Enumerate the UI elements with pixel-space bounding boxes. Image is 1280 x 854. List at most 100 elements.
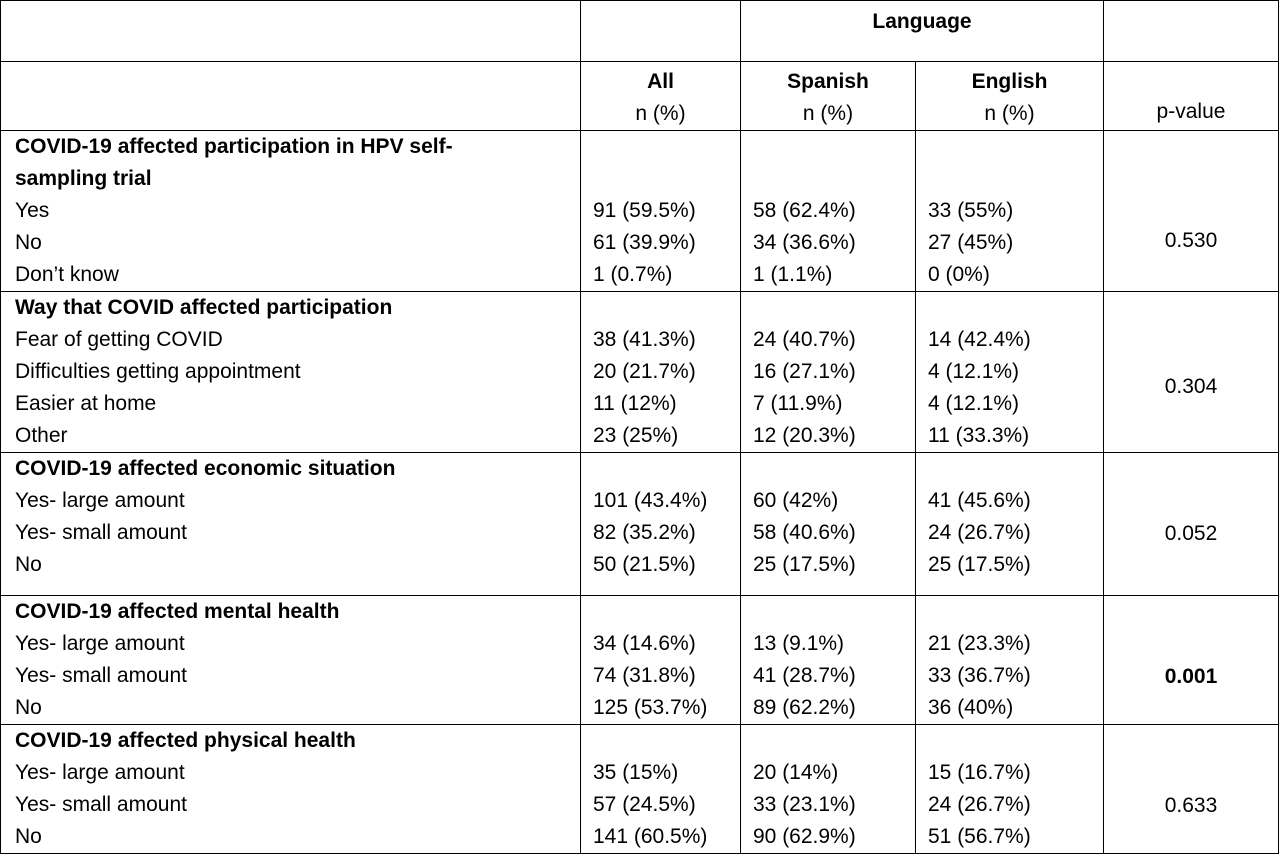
cell-value: 24 (26.7%)	[928, 793, 1031, 816]
all-values: 101 (43.4%) 82 (35.2%) 50 (21.5%)	[580, 452, 741, 596]
section-participation: COVID-19 affected participation in HPV s…	[0, 130, 1279, 292]
header-row-columns: All n (%) Spanish n (%) English n (%) p-…	[0, 61, 1279, 131]
cell-value: 51 (56.7%)	[928, 825, 1031, 848]
cell-value: 1 (0.7%)	[593, 263, 673, 286]
spanish-values: 60 (42%) 58 (40.6%) 25 (17.5%)	[740, 452, 916, 596]
cell-value: 141 (60.5%)	[593, 825, 708, 848]
pvalue: 0.633	[1164, 794, 1218, 817]
all-values: 35 (15%) 57 (24.5%) 141 (60.5%)	[580, 724, 741, 854]
section-way-affected: Way that COVID affected participation Fe…	[0, 291, 1279, 453]
cell-value: 12 (20.3%)	[753, 424, 856, 447]
cell-value: 11 (33.3%)	[928, 424, 1030, 447]
row-label: Yes- large amount	[15, 489, 185, 512]
spanish-values: 20 (14%) 33 (23.1%) 90 (62.9%)	[740, 724, 916, 854]
section-title: COVID-19 affected economic situation	[15, 457, 396, 480]
english-values: 33 (55%) 27 (45%) 0 (0%)	[915, 130, 1104, 292]
cell-value: 58 (62.4%)	[753, 199, 856, 222]
section-title: COVID-19 affected physical health	[15, 729, 356, 752]
pvalue-significant: 0.001	[1164, 665, 1218, 688]
cell-value: 33 (55%)	[928, 199, 1014, 222]
section-title: Way that COVID affected participation	[15, 296, 393, 319]
pvalue: 0.052	[1164, 522, 1218, 545]
cell-value: 13 (9.1%)	[753, 632, 845, 655]
cell-value: 0 (0%)	[928, 263, 990, 286]
header-empty-cell	[0, 0, 581, 62]
pvalue-label: p-value	[1156, 100, 1226, 123]
header-empty-cell	[1103, 0, 1279, 62]
cell-value: 20 (14%)	[753, 761, 839, 784]
cell-value: 58 (40.6%)	[753, 521, 856, 544]
cell-value: 20 (21.7%)	[593, 360, 696, 383]
section-label-cell: Way that COVID affected participation Fe…	[0, 291, 581, 453]
cell-value: 4 (12.1%)	[928, 360, 1020, 383]
cell-value: 38 (41.3%)	[593, 328, 696, 351]
cell-value: 57 (24.5%)	[593, 793, 696, 816]
row-label: No	[15, 231, 42, 254]
cell-value: 36 (40%)	[928, 696, 1014, 719]
all-values: 91 (59.5%) 61 (39.9%) 1 (0.7%)	[580, 130, 741, 292]
cell-value: 25 (17.5%)	[928, 553, 1031, 576]
section-label-cell: COVID-19 affected economic situation Yes…	[0, 452, 581, 596]
pvalue: 0.304	[1164, 375, 1218, 398]
row-label: Yes	[15, 199, 50, 222]
row-label: Fear of getting COVID	[15, 328, 223, 351]
section-mental-health: COVID-19 affected mental health Yes- lar…	[0, 595, 1279, 725]
spanish-values: 13 (9.1%) 41 (28.7%) 89 (62.2%)	[740, 595, 916, 725]
cell-value: 34 (14.6%)	[593, 632, 696, 655]
row-label: Easier at home	[15, 392, 157, 415]
cell-value: 41 (45.6%)	[928, 489, 1031, 512]
cell-value: 60 (42%)	[753, 489, 839, 512]
cell-value: 90 (62.9%)	[753, 825, 856, 848]
section-title: COVID-19 affected mental health	[15, 600, 340, 623]
row-label: Other	[15, 424, 68, 447]
cell-value: 41 (28.7%)	[753, 664, 856, 687]
spanish-values: 58 (62.4%) 34 (36.6%) 1 (1.1%)	[740, 130, 916, 292]
cell-value: 50 (21.5%)	[593, 553, 696, 576]
cell-value: 1 (1.1%)	[753, 263, 833, 286]
cell-value: 74 (31.8%)	[593, 664, 696, 687]
all-values: 34 (14.6%) 74 (31.8%) 125 (53.7%)	[580, 595, 741, 725]
english-values: 21 (23.3%) 33 (36.7%) 36 (40%)	[915, 595, 1104, 725]
cell-value: 4 (12.1%)	[928, 392, 1020, 415]
pvalue-cell: 0.530	[1103, 130, 1279, 292]
language-header: Language	[740, 0, 1104, 62]
cell-value: 125 (53.7%)	[593, 696, 708, 719]
spanish-values: 24 (40.7%) 16 (27.1%) 7 (11.9%) 12 (20.3…	[740, 291, 916, 453]
header-empty-cell	[580, 0, 741, 62]
cell-value: 25 (17.5%)	[753, 553, 856, 576]
pvalue-cell: 0.304	[1103, 291, 1279, 453]
section-label-cell: COVID-19 affected physical health Yes- l…	[0, 724, 581, 854]
all-header: All n (%)	[580, 61, 741, 131]
section-physical-health: COVID-19 affected physical health Yes- l…	[0, 724, 1279, 854]
row-label: Yes- small amount	[15, 521, 187, 544]
cell-value: 89 (62.2%)	[753, 696, 856, 719]
row-label: No	[15, 825, 42, 848]
cell-value: 24 (40.7%)	[753, 328, 856, 351]
spanish-label: Spanish	[787, 70, 869, 93]
pvalue-cell: 0.633	[1103, 724, 1279, 854]
english-label: English	[971, 70, 1048, 93]
pvalue-cell: 0.001	[1103, 595, 1279, 725]
english-values: 14 (42.4%) 4 (12.1%) 4 (12.1%) 11 (33.3%…	[915, 291, 1104, 453]
header-empty-cell	[0, 61, 581, 131]
section-title: COVID-19 affected participation in HPV s…	[15, 135, 453, 158]
cell-value: 24 (26.7%)	[928, 521, 1031, 544]
cell-value: 34 (36.6%)	[753, 231, 856, 254]
pvalue-header: p-value	[1103, 61, 1279, 131]
pvalue-cell: 0.052	[1103, 452, 1279, 596]
english-n-pct: n (%)	[984, 102, 1035, 125]
row-label: Yes- small amount	[15, 664, 187, 687]
all-n-pct: n (%)	[635, 102, 686, 125]
cell-value: 14 (42.4%)	[928, 328, 1031, 351]
all-label: All	[647, 70, 674, 93]
section-label-cell: COVID-19 affected participation in HPV s…	[0, 130, 581, 292]
cell-value: 15 (16.7%)	[928, 761, 1031, 784]
cell-value: 23 (25%)	[593, 424, 679, 447]
cell-value: 11 (12%)	[593, 392, 677, 415]
cell-value: 33 (36.7%)	[928, 664, 1031, 687]
english-values: 41 (45.6%) 24 (26.7%) 25 (17.5%)	[915, 452, 1104, 596]
header-row-language: Language	[0, 0, 1279, 62]
cell-value: 7 (11.9%)	[753, 392, 843, 415]
spanish-header: Spanish n (%)	[740, 61, 916, 131]
row-label: No	[15, 696, 42, 719]
